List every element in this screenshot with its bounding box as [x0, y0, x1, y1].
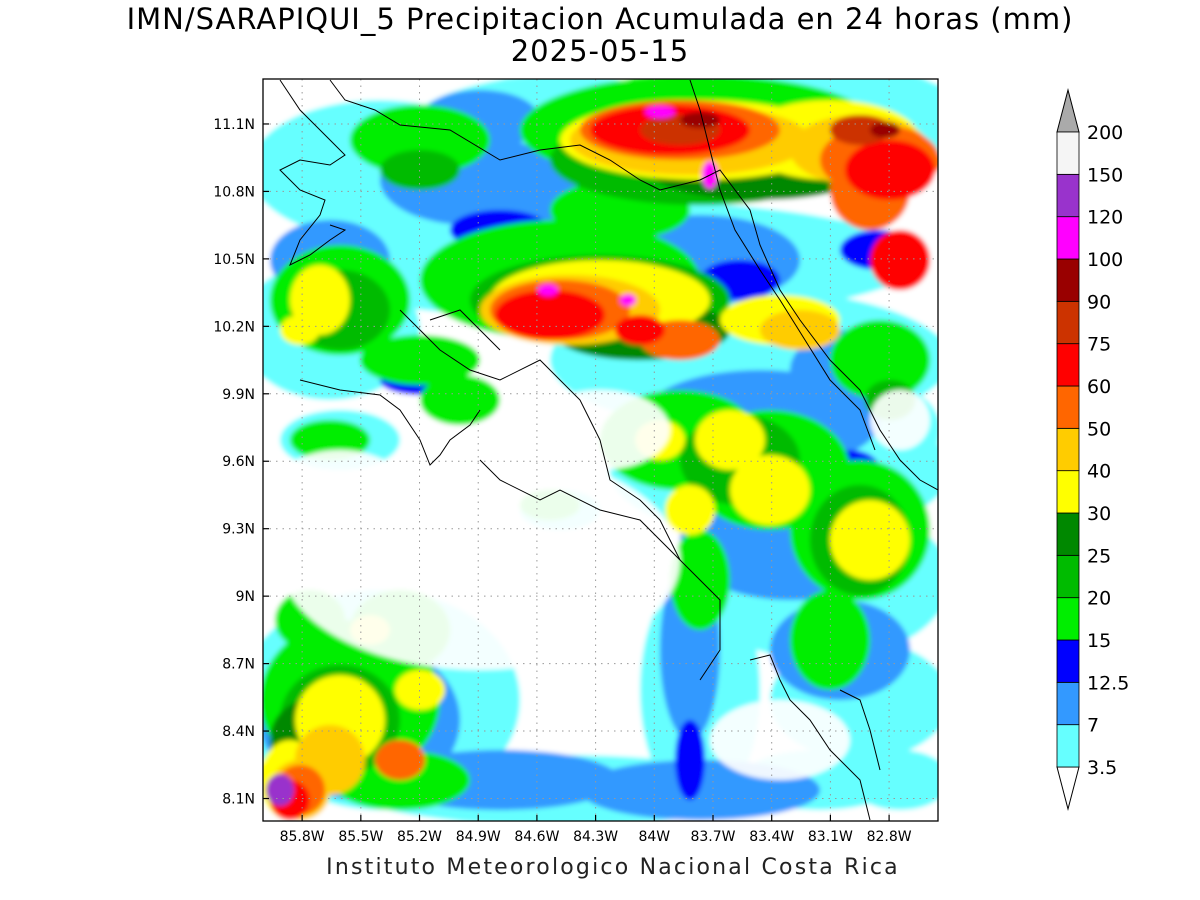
colorbar-swatch: [1056, 173, 1080, 218]
lon-tick-label: 83.4W: [749, 829, 794, 845]
colorbar-swatch: [1056, 554, 1080, 599]
lon-tick-label: 83.1W: [808, 829, 853, 845]
lon-tick-label: 85.2W: [397, 829, 442, 845]
colorbar-swatch: [1056, 724, 1080, 768]
colorbar-swatch: [1056, 131, 1080, 175]
lon-tick-label: 84.3W: [573, 829, 618, 845]
colorbar-label: 60: [1087, 376, 1111, 398]
colorbar-swatch: [1056, 300, 1080, 345]
footer-credit: Instituto Meteorologico Nacional Costa R…: [326, 855, 900, 880]
colorbar-label: 200: [1087, 122, 1123, 144]
lat-tick-label: 8.7N: [222, 657, 255, 673]
colorbar-swatch: [1056, 385, 1080, 429]
precipitation-field: [263, 79, 938, 821]
colorbar-label: 7: [1087, 715, 1099, 737]
graticule: [263, 79, 938, 821]
lat-tick-label: 10.2N: [213, 319, 255, 335]
colorbar-legend: 3.5 7 12.5 15 20 25 30 40 50 60 75 90 100 120 150 200: [1056, 88, 1129, 811]
colorbar-label: 90: [1087, 291, 1111, 313]
lat-tick-label: 9.6N: [222, 454, 255, 470]
colorbar-swatch: [1056, 512, 1080, 556]
axis-ticks: 11.1N 10.8N 10.5N 10.2N 9.9N 9.6N 9.3N 9N 8.7N 8.…: [213, 117, 911, 845]
colorbar-label: 20: [1087, 588, 1111, 610]
lat-tick-label: 9.9N: [222, 387, 255, 403]
lon-tick-label: 85.5W: [338, 829, 383, 845]
lon-tick-label: 82.8W: [867, 829, 912, 845]
map-frame: [262, 78, 939, 822]
map-date: 2025-05-15: [510, 34, 690, 68]
lat-tick-label: 9N: [236, 589, 255, 605]
lon-tick-label: 83.7W: [690, 829, 735, 845]
colorbar-label: 50: [1087, 418, 1111, 440]
lon-tick-label: 84W: [638, 829, 670, 845]
colorbar-swatch: [1056, 216, 1080, 260]
colorbar-label: 15: [1087, 630, 1111, 652]
colorbar-label: 3.5: [1087, 757, 1117, 779]
colorbar-swatch: [1056, 639, 1080, 683]
lat-tick-label: 11.1N: [213, 117, 255, 133]
colorbar-label: 25: [1087, 545, 1111, 567]
colorbar-swatch: [1056, 258, 1080, 302]
lat-tick-label: 9.3N: [222, 522, 255, 538]
colorbar-over-arrow: [1056, 88, 1080, 133]
colorbar-swatch: [1056, 597, 1080, 641]
colorbar-swatch: [1056, 343, 1080, 387]
colorbar-swatch: [1056, 470, 1080, 514]
colorbar-label: 40: [1087, 461, 1111, 483]
colorbar-label: 12.5: [1087, 672, 1129, 694]
lat-tick-label: 8.1N: [222, 792, 255, 808]
colorbar-swatch: [1056, 681, 1080, 726]
colorbar-swatch: [1056, 427, 1080, 472]
lat-tick-label: 10.8N: [213, 184, 255, 200]
map-title: IMN/SARAPIQUI_5 Precipitacion Acumulada …: [126, 2, 1074, 36]
lat-tick-label: 10.5N: [213, 252, 255, 268]
colorbar-label: 75: [1087, 334, 1111, 356]
lon-tick-label: 85.8W: [280, 829, 325, 845]
colorbar-label: 150: [1087, 164, 1123, 186]
lat-tick-label: 8.4N: [222, 724, 255, 740]
lon-tick-label: 84.9W: [456, 829, 501, 845]
colorbar-label: 30: [1087, 503, 1111, 525]
coastline-borders: [279, 79, 938, 821]
colorbar-label: 120: [1087, 207, 1123, 229]
colorbar-label: 100: [1087, 249, 1123, 271]
lon-tick-label: 84.6W: [514, 829, 559, 845]
colorbar-under-arrow: [1056, 766, 1080, 811]
